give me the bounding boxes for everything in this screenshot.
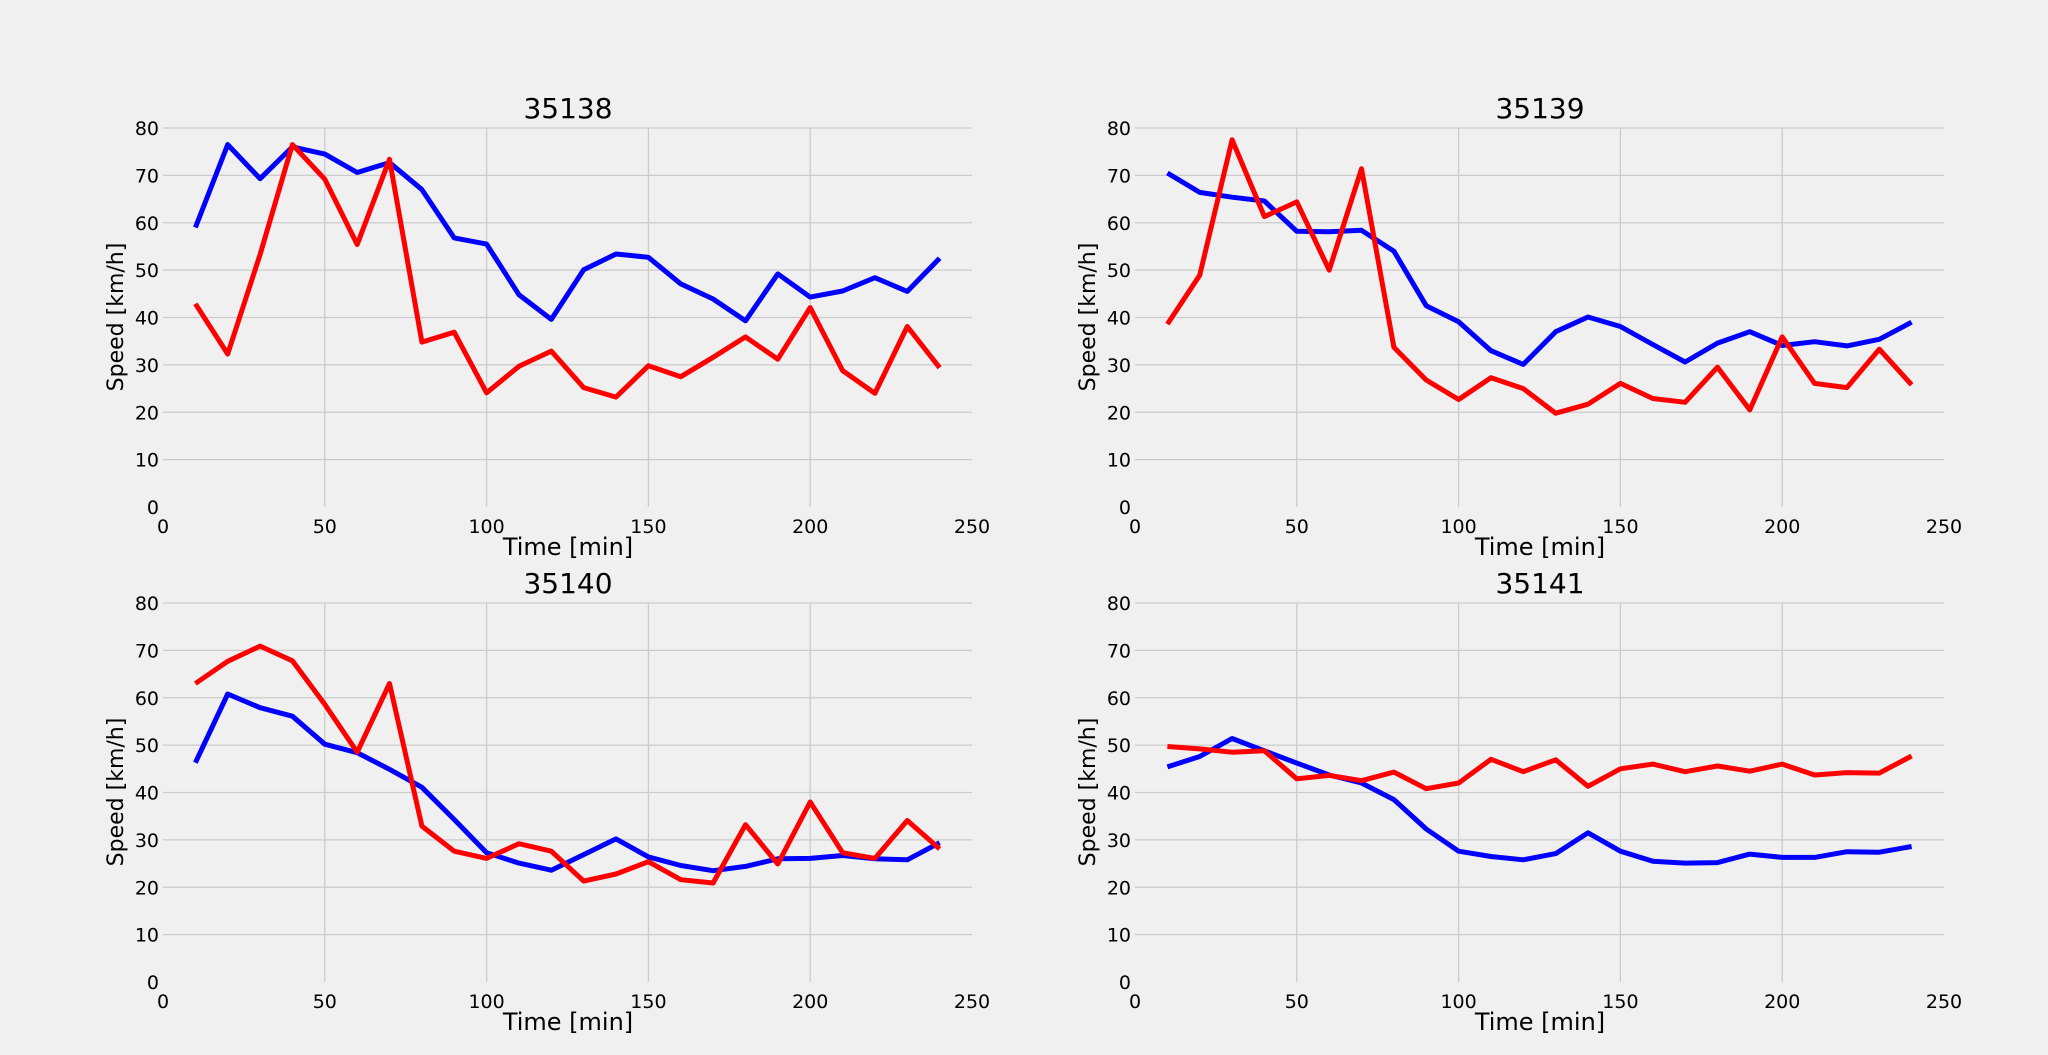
x-tick-label: 0 [1129,516,1141,538]
y-tick-label: 70 [135,640,159,662]
y-tick-label: 70 [1107,640,1131,662]
chart-title-35138: 35138 [523,92,612,125]
grid-35140 [163,602,972,982]
x-tick-label: 250 [1926,991,1962,1013]
x-axis-label-35138: Time [min] [502,533,633,561]
y-tick-label: 80 [1107,118,1131,140]
y-tick-label: 80 [1107,593,1131,615]
x-tick-label: 200 [792,991,828,1013]
y-tick-label: 60 [135,213,159,235]
x-tick-label: 0 [1129,991,1141,1013]
y-tick-label: 40 [135,308,159,330]
x-tick-label: 100 [1440,991,1476,1013]
subplot-35141: 0 10 20 30 40 50 60 70 80 0 50 100 150 200 250 35141 T… [1076,567,1962,1036]
y-tick-label: 30 [135,830,159,852]
x-tick-label: 50 [313,516,337,538]
y-tick-label: 60 [1107,213,1131,235]
y-tick-label: 20 [1107,402,1131,424]
ticks-35138: 0 10 20 30 40 50 60 70 80 0 50 100 150 200 250 [135,118,990,538]
x-tick-label: 50 [313,991,337,1013]
y-tick-label: 50 [135,735,159,757]
x-tick-label: 0 [157,516,169,538]
y-axis-label-35141: Speed [km/h] [1076,718,1101,867]
subplot-35138: 0 10 20 30 40 50 60 70 80 0 50 100 150 200 250 35138 T… [104,92,990,561]
grid-35139 [1135,127,1944,507]
y-tick-label: 50 [1107,735,1131,757]
series-35141 [1166,736,1913,866]
x-tick-label: 250 [954,516,990,538]
x-axis-label-35141: Time [min] [1474,1008,1605,1036]
x-tick-label: 50 [1285,991,1309,1013]
y-tick-label: 10 [135,450,159,472]
x-tick-label: 200 [1764,991,1800,1013]
y-tick-label: 10 [135,925,159,947]
ticks-35140: 0 10 20 30 40 50 60 70 80 0 50 100 150 200 250 [135,593,990,1013]
x-tick-label: 150 [630,991,666,1013]
blue-series-line [193,691,941,874]
chart-title-35139: 35139 [1495,92,1584,125]
y-tick-label: 80 [135,593,159,615]
x-tick-label: 200 [1764,516,1800,538]
x-tick-label: 150 [630,516,666,538]
y-tick-label: 10 [1107,925,1131,947]
x-tick-label: 100 [468,991,504,1013]
x-tick-label: 100 [1440,516,1476,538]
y-tick-label: 0 [147,497,159,519]
subplot-35139: 0 10 20 30 40 50 60 70 80 0 50 100 150 200 250 35139 T… [1076,92,1962,561]
blue-series-line [193,142,942,324]
subplot-35140: 0 10 20 30 40 50 60 70 80 0 50 100 150 200 250 35140 T… [104,567,990,1036]
y-tick-label: 0 [1119,497,1131,519]
y-tick-label: 70 [135,165,159,187]
series-35138 [193,142,942,400]
grid-35138 [163,127,972,507]
red-series-line [1165,137,1914,416]
x-tick-label: 250 [954,991,990,1013]
x-tick-label: 0 [157,991,169,1013]
grid-35141 [1135,602,1944,982]
red-series-line [193,142,942,400]
x-tick-label: 150 [1602,516,1638,538]
y-tick-label: 30 [135,355,159,377]
series-35139 [1165,137,1914,416]
x-tick-label: 100 [468,516,504,538]
y-tick-label: 20 [135,402,159,424]
y-axis-label-35138: Speed [km/h] [104,243,129,392]
y-tick-label: 70 [1107,165,1131,187]
x-tick-label: 250 [1926,516,1962,538]
x-tick-label: 50 [1285,516,1309,538]
y-tick-label: 0 [1119,972,1131,994]
ticks-35139: 0 10 20 30 40 50 60 70 80 0 50 100 150 200 250 [1107,118,1962,538]
series-35140 [193,643,942,886]
y-tick-label: 50 [135,260,159,282]
chart-title-35141: 35141 [1495,567,1584,600]
y-tick-label: 30 [1107,830,1131,852]
y-axis-label-35139: Speed [km/h] [1076,243,1101,392]
y-tick-label: 0 [147,972,159,994]
blue-series-line [1166,736,1913,866]
red-series-line [1167,744,1913,792]
y-tick-label: 20 [135,877,159,899]
x-tick-label: 200 [792,516,828,538]
y-axis-label-35140: Speed [km/h] [104,718,129,867]
chart-title-35140: 35140 [523,567,612,600]
y-tick-label: 80 [135,118,159,140]
red-series-line [193,643,942,886]
y-tick-label: 50 [1107,260,1131,282]
x-tick-label: 150 [1602,991,1638,1013]
y-tick-label: 40 [1107,308,1131,330]
y-tick-label: 10 [1107,450,1131,472]
y-tick-label: 40 [1107,783,1131,805]
y-tick-label: 60 [135,688,159,710]
y-tick-label: 30 [1107,355,1131,377]
x-axis-label-35140: Time [min] [502,1008,633,1036]
y-tick-label: 60 [1107,688,1131,710]
ticks-35141: 0 10 20 30 40 50 60 70 80 0 50 100 150 200 250 [1107,593,1962,1013]
x-axis-label-35139: Time [min] [1474,533,1605,561]
y-tick-label: 40 [135,783,159,805]
y-tick-label: 20 [1107,877,1131,899]
